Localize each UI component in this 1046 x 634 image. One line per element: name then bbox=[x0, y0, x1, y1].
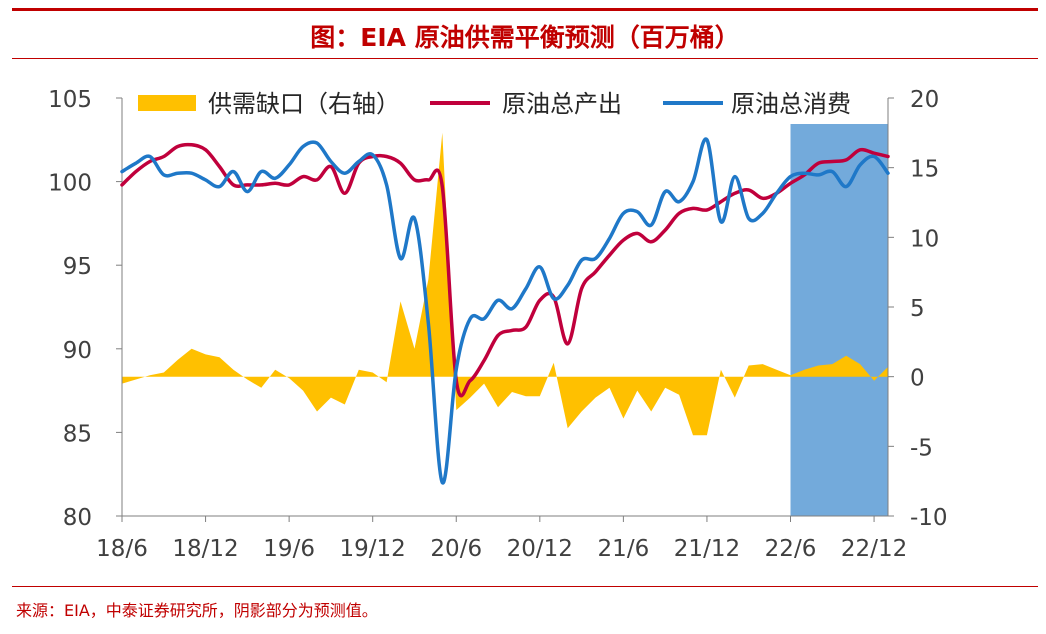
y-left-tick-label: 95 bbox=[63, 254, 92, 280]
y-right-tick-label: 20 bbox=[910, 87, 939, 113]
legend-label: 供需缺口（右轴） bbox=[208, 90, 400, 118]
series-production-line bbox=[120, 142, 890, 398]
x-tick-label: 19/12 bbox=[340, 536, 406, 562]
y-right-tick-label: -5 bbox=[910, 435, 933, 461]
legend-label: 原油总消费 bbox=[731, 90, 851, 118]
y-left-tick-label: 100 bbox=[48, 171, 92, 197]
x-tick-label: 20/12 bbox=[507, 536, 573, 562]
x-tick-label: 21/12 bbox=[674, 536, 740, 562]
y-left-tick-label: 80 bbox=[63, 505, 92, 531]
y-left-tick-label: 90 bbox=[63, 338, 92, 364]
x-tick-label: 18/12 bbox=[172, 536, 238, 562]
y-right-tick-label: 5 bbox=[910, 296, 925, 322]
y-left-tick-label: 105 bbox=[48, 87, 92, 113]
legend-swatch-gap bbox=[138, 95, 196, 111]
source-note: 来源：EIA，中泰证券研究所，阴影部分为预测值。 bbox=[16, 601, 378, 620]
footer-rule bbox=[12, 586, 1038, 587]
y-left-tick-label: 85 bbox=[63, 421, 92, 447]
x-tick-label: 20/6 bbox=[430, 536, 482, 562]
y-right-tick-label: -10 bbox=[910, 505, 948, 531]
y-right-tick-label: 15 bbox=[910, 157, 939, 183]
x-tick-label: 21/6 bbox=[598, 536, 650, 562]
y-right-tick-label: 0 bbox=[910, 366, 925, 392]
series-consumption-line bbox=[120, 137, 890, 485]
x-tick-label: 22/12 bbox=[841, 536, 907, 562]
chart-title: 图：EIA 原油供需平衡预测（百万桶） bbox=[310, 23, 740, 52]
forecast-shade-layer bbox=[790, 124, 888, 516]
x-tick-label: 19/6 bbox=[263, 536, 315, 562]
x-tick-label: 18/6 bbox=[96, 536, 148, 562]
title-top-rule bbox=[12, 8, 1038, 11]
legend: 供需缺口（右轴） 原油总产出 原油总消费 bbox=[138, 90, 851, 118]
title-bottom-rule bbox=[12, 58, 1038, 59]
title-bar: 图：EIA 原油供需平衡预测（百万桶） bbox=[12, 8, 1038, 60]
x-tick-label: 22/6 bbox=[765, 536, 817, 562]
legend-label: 原油总产出 bbox=[502, 90, 622, 118]
y-right-tick-label: 10 bbox=[910, 226, 939, 252]
forecast-shade bbox=[790, 124, 888, 516]
line-layer bbox=[120, 137, 890, 485]
